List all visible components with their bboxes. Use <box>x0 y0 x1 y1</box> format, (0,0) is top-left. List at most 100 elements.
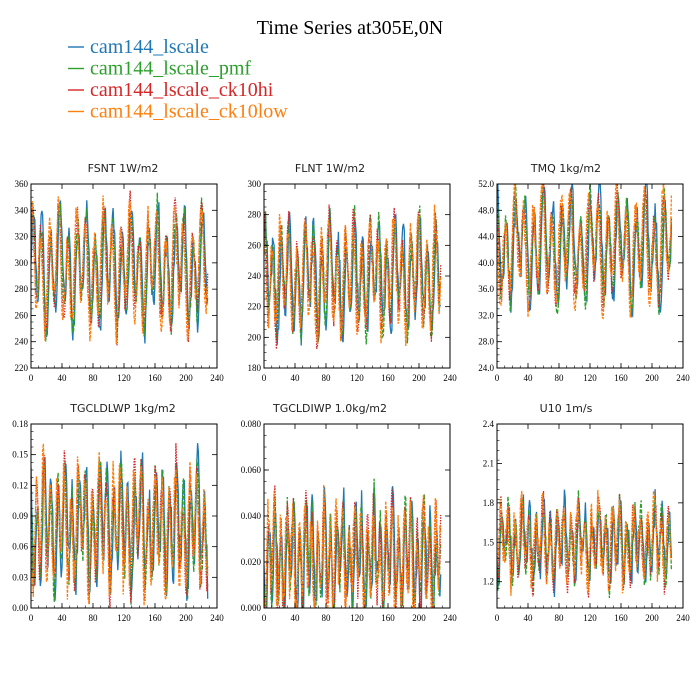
y-tick-label: 340 <box>15 205 29 215</box>
x-tick-label: 40 <box>291 373 301 383</box>
x-tick-label: 240 <box>676 373 690 383</box>
x-tick-label: 80 <box>89 613 99 623</box>
y-tick-label: 280 <box>15 284 29 294</box>
x-tick-label: 80 <box>322 373 332 383</box>
panel-title: TGCLDLWP 1kg/m2 <box>69 402 175 415</box>
y-tick-label: 52.0 <box>478 179 494 189</box>
y-tick-label: 260 <box>248 240 262 250</box>
panel-title: FLNT 1W/m2 <box>295 162 365 175</box>
y-tick-label: 0.12 <box>12 480 28 490</box>
x-tick-label: 120 <box>350 373 364 383</box>
x-tick-label: 160 <box>614 613 628 623</box>
y-tick-label: 300 <box>15 258 29 268</box>
x-tick-label: 0 <box>495 613 500 623</box>
chart-panel: TGCLDIWP 1.0kg/m2 0 40 80 120 160 200 240 0.000 0… <box>241 402 458 623</box>
series-group <box>497 184 673 320</box>
y-tick-label: 2.4 <box>483 419 495 429</box>
y-tick-label: 0.020 <box>241 557 262 567</box>
y-tick-label: 0.06 <box>12 542 28 552</box>
x-tick-label: 160 <box>614 373 628 383</box>
y-tick-label: 0.09 <box>12 511 28 521</box>
x-tick-label: 120 <box>583 373 597 383</box>
legend-entry: cam144_lscale_ck10hi <box>68 79 274 101</box>
x-tick-label: 160 <box>148 613 162 623</box>
chart-panel: FSNT 1W/m2 0 40 80 120 160 200 240 220 240 260 280 3… <box>15 162 225 383</box>
panel-title: TGCLDIWP 1.0kg/m2 <box>272 402 387 415</box>
y-tick-label: 32.0 <box>478 310 494 320</box>
series-line <box>497 489 673 596</box>
series-line <box>497 184 673 320</box>
legend: cam144_lscalecam144_lscale_pmfcam144_lsc… <box>68 36 288 123</box>
x-tick-label: 0 <box>29 373 34 383</box>
x-tick-label: 120 <box>583 613 597 623</box>
y-tick-label: 0.15 <box>12 450 28 460</box>
series-line <box>264 204 442 347</box>
y-tick-label: 28.0 <box>478 337 494 347</box>
panels: FSNT 1W/m2 0 40 80 120 160 200 240 220 240 260 280 3… <box>12 162 691 623</box>
x-tick-label: 200 <box>412 613 426 623</box>
series-line <box>31 443 209 606</box>
x-tick-label: 120 <box>350 613 364 623</box>
y-tick-label: 220 <box>15 363 29 373</box>
panel-title: U10 1m/s <box>540 402 593 415</box>
y-tick-label: 44.0 <box>478 232 494 242</box>
y-tick-label: 0.03 <box>12 572 28 582</box>
series-line <box>264 478 442 608</box>
x-tick-label: 120 <box>117 613 131 623</box>
series-group <box>264 478 442 608</box>
series-line <box>31 195 209 345</box>
x-tick-label: 0 <box>262 373 267 383</box>
y-tick-label: 1.5 <box>483 537 495 547</box>
chart-panel: FLNT 1W/m2 0 40 80 120 160 200 240 180 200 220 240 2… <box>248 162 458 383</box>
y-tick-label: 240 <box>248 271 262 281</box>
y-tick-label: 1.8 <box>483 498 495 508</box>
x-tick-label: 40 <box>58 373 68 383</box>
x-tick-label: 160 <box>148 373 162 383</box>
x-tick-label: 240 <box>443 613 457 623</box>
legend-entry: cam144_lscale_pmf <box>68 58 251 80</box>
x-tick-label: 40 <box>291 613 301 623</box>
x-tick-label: 80 <box>89 373 99 383</box>
y-tick-label: 300 <box>248 179 262 189</box>
y-tick-label: 260 <box>15 310 29 320</box>
series-group <box>497 489 673 599</box>
x-tick-label: 200 <box>412 373 426 383</box>
y-tick-label: 220 <box>248 302 262 312</box>
x-tick-label: 160 <box>381 613 395 623</box>
x-tick-label: 200 <box>645 613 659 623</box>
x-tick-label: 200 <box>179 613 193 623</box>
y-tick-label: 360 <box>15 179 29 189</box>
x-tick-label: 40 <box>58 613 68 623</box>
y-tick-label: 1.2 <box>483 577 494 587</box>
x-tick-label: 240 <box>676 613 690 623</box>
y-tick-label: 280 <box>248 210 262 220</box>
legend-label: cam144_lscale_ck10low <box>90 101 288 123</box>
x-tick-label: 40 <box>524 613 534 623</box>
x-tick-label: 240 <box>443 373 457 383</box>
y-tick-label: 180 <box>248 363 262 373</box>
series-group <box>264 204 442 350</box>
y-tick-label: 240 <box>15 337 29 347</box>
x-tick-label: 120 <box>117 373 131 383</box>
y-tick-label: 2.1 <box>483 458 494 468</box>
x-tick-label: 0 <box>495 373 500 383</box>
x-tick-label: 0 <box>262 613 267 623</box>
y-tick-label: 36.0 <box>478 284 494 294</box>
y-tick-label: 0.060 <box>241 465 262 475</box>
series-line <box>264 207 442 346</box>
panel-title: FSNT 1W/m2 <box>88 162 159 175</box>
x-tick-label: 200 <box>179 373 193 383</box>
x-tick-label: 80 <box>555 373 565 383</box>
y-tick-label: 40.0 <box>478 258 494 268</box>
x-tick-label: 240 <box>210 373 224 383</box>
x-tick-label: 160 <box>381 373 395 383</box>
y-tick-label: 48.0 <box>478 205 494 215</box>
chart-panel: U10 1m/s 0 40 80 120 160 200 240 1.2 1.5 1.8 2.1 2.4 <box>483 402 691 623</box>
series-group <box>31 443 209 608</box>
legend-entry: cam144_lscale <box>68 36 209 58</box>
legend-label: cam144_lscale_ck10hi <box>90 79 274 101</box>
x-tick-label: 80 <box>322 613 332 623</box>
legend-label: cam144_lscale <box>90 36 209 58</box>
x-tick-label: 80 <box>555 613 565 623</box>
